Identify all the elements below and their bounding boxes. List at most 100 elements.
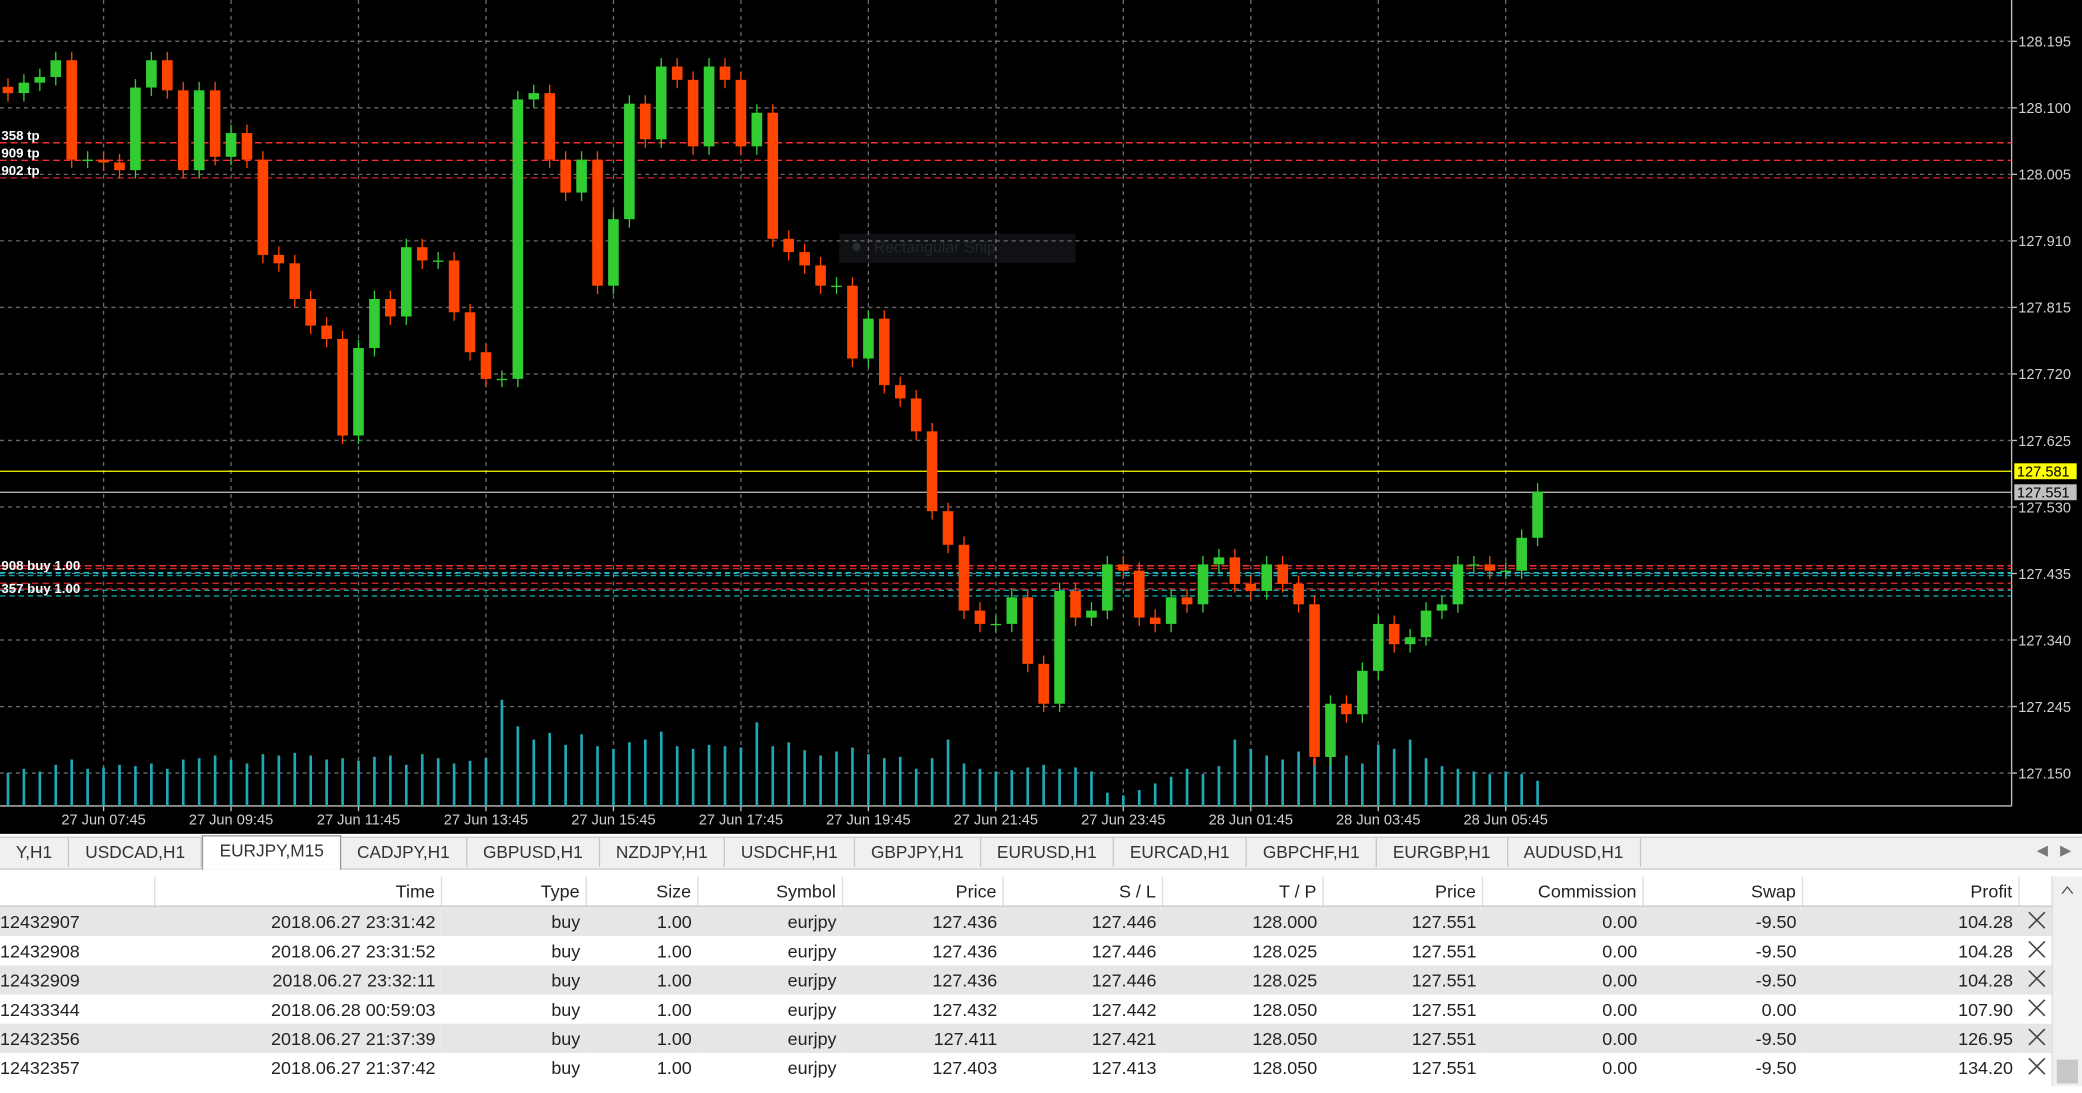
cell: 127.432 (932, 999, 998, 1020)
candle-body (1532, 491, 1543, 538)
header-cell[interactable]: Commission (1481, 876, 1644, 907)
volume-bar (787, 742, 791, 806)
cell: 127.551 (1411, 1057, 1477, 1078)
header-cell[interactable]: Price (1322, 876, 1483, 907)
cell: 1.00 (656, 940, 692, 961)
price-label: 127.551 (2017, 486, 2070, 502)
chart-tab[interactable]: EURCAD,H1 (1114, 837, 1247, 868)
cell: buy (440, 965, 586, 995)
header-cell[interactable]: S / L (1002, 876, 1163, 907)
close-order[interactable] (2018, 936, 2051, 965)
candle-body (1197, 564, 1209, 605)
chart-tab[interactable]: EURGBP,H1 (1377, 837, 1508, 868)
candle-body (592, 159, 603, 286)
header-cell[interactable]: Size (585, 876, 698, 907)
chart-tab[interactable]: Y,H1 (0, 837, 70, 868)
trade-row[interactable]: 12432908 2018.06.27 23:31:52 buy 1.00 eurjpy… (0, 936, 2051, 965)
candle-body (353, 348, 364, 436)
y-tick-label: 127.435 (2018, 567, 2071, 583)
y-tick-label: 127.245 (2018, 700, 2071, 716)
snip-overlay (839, 233, 1076, 263)
candle-body (751, 112, 763, 147)
volume-bar (325, 759, 328, 806)
volume-bar (1408, 739, 1412, 806)
volume-bar (946, 739, 950, 806)
volume-bar (723, 746, 727, 806)
y-tick-label: 127.815 (2018, 301, 2071, 317)
chart-tab[interactable]: EURUSD,H1 (981, 837, 1114, 868)
header-cell[interactable]: Profit (1801, 876, 2019, 907)
tab-bar: Y,H1 USDCAD,H1 EURJPY,M15 CADJPY,H1 GBPUSD,H… (0, 835, 2082, 870)
cell: 126.95 (1801, 1023, 2019, 1053)
header-cell[interactable]: Swap (1642, 876, 1803, 907)
candle-body (305, 299, 317, 326)
chart-tab[interactable]: USDCAD,H1 (69, 837, 203, 868)
trade-row[interactable]: 12432909 2018.06.27 23:32:11 buy 1.00 eurjpy… (0, 965, 2052, 995)
chart-tab[interactable]: USDCHF,H1 (725, 837, 856, 868)
chart: Rectangular Snip 128.195 128.100 128.005 12… (0, 0, 2082, 834)
cell: 1.00 (585, 906, 698, 937)
trade-row[interactable]: 12432357 2018.06.27 21:37:42 buy 1.00 eurjpy… (0, 1053, 2051, 1082)
cell: 2018.06.27 23:31:52 (271, 940, 436, 961)
close-order[interactable] (2018, 965, 2052, 995)
x-tick-label: 28 Jun 03:45 (1336, 813, 1420, 829)
trade-row[interactable]: 12433344 2018.06.28 00:59:03 buy 1.00 eurjpy… (0, 995, 2051, 1024)
header-cell[interactable]: Time (154, 876, 442, 907)
tab-scroll[interactable]: ◀ ▶ (2036, 843, 2072, 860)
close-order[interactable] (2018, 1023, 2052, 1053)
chart-tab[interactable]: CADJPY,H1 (341, 837, 468, 868)
x-tick-label: 27 Jun 23:45 (1081, 813, 1165, 829)
cell: 128.050 (1161, 1023, 1323, 1053)
candle-body (1500, 570, 1512, 573)
volume-bar (755, 722, 759, 806)
candle-body (321, 325, 332, 339)
close-order[interactable] (2018, 906, 2052, 937)
cell: buy (440, 1023, 586, 1053)
volume-bar (6, 772, 10, 806)
order-label: 902 tp (1, 163, 39, 178)
close-order[interactable] (2018, 995, 2051, 1024)
scrollbar[interactable] (2051, 876, 2082, 1087)
chart-tab[interactable]: AUDUSD,H1 (1508, 837, 1641, 868)
volume-bar (1360, 763, 1364, 806)
header-cell[interactable]: Type (440, 876, 587, 907)
volume-bar (1376, 744, 1380, 806)
chart-tab[interactable]: GBPJPY,H1 (855, 837, 981, 868)
candle-body (1038, 663, 1049, 704)
chart-tab[interactable]: EURJPY,M15 (202, 835, 342, 870)
trade-row[interactable]: 12432907 2018.06.27 23:31:42 buy 1.00 eurjpy… (0, 906, 2052, 937)
volume-bar (1504, 771, 1508, 806)
chart-tab[interactable]: GBPCHF,H1 (1247, 837, 1377, 868)
header-cell[interactable]: Symbol (697, 876, 843, 907)
volume-bar (261, 754, 265, 806)
x-tick-label: 27 Jun 07:45 (61, 813, 145, 829)
cell: 127.551 (1322, 1023, 1482, 1053)
candle-body (719, 66, 731, 80)
candle-body (894, 385, 906, 399)
candle-body (2, 86, 14, 94)
volume-bar (596, 746, 599, 806)
candle-body (1070, 591, 1081, 618)
cell: 12433344 (0, 999, 80, 1020)
cell: 0.00 (1602, 940, 1638, 961)
close-order[interactable] (2018, 1053, 2051, 1082)
candle-body (608, 219, 619, 286)
header-cell[interactable]: Price (841, 876, 1004, 907)
volume-bar (54, 764, 58, 806)
candle-body (146, 60, 157, 88)
candle-body (480, 352, 492, 379)
y-tick-label: 127.530 (2018, 500, 2071, 516)
chart-tab[interactable]: GBPUSD,H1 (467, 837, 600, 868)
candle-body (496, 378, 508, 381)
cell: 127.421 (1002, 1023, 1162, 1053)
header-cell[interactable]: T / P (1161, 876, 1324, 907)
close-icon (2028, 1027, 2046, 1045)
cell: eurjpy (697, 906, 842, 937)
volume-bar (867, 754, 870, 806)
trade-row[interactable]: 12432356 2018.06.27 21:37:39 buy 1.00 eurjpy… (0, 1023, 2052, 1053)
chart-tab[interactable]: NZDJPY,H1 (600, 837, 725, 868)
candle-body (1102, 564, 1113, 611)
volume-bar (962, 763, 966, 806)
cell: -9.50 (1642, 965, 1802, 995)
volume-bar (1026, 767, 1030, 806)
